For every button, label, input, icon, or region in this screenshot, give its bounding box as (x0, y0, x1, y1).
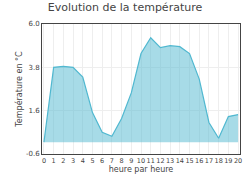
svg-text:1: 1 (52, 157, 56, 165)
svg-text:3: 3 (71, 157, 75, 165)
svg-text:6: 6 (100, 157, 104, 165)
svg-text:18: 18 (215, 157, 223, 165)
svg-text:13: 13 (166, 157, 174, 165)
svg-text:Evolution de la température: Evolution de la température (48, 1, 203, 14)
svg-text:12: 12 (156, 157, 164, 165)
svg-text:0: 0 (42, 157, 46, 165)
svg-text:2: 2 (61, 157, 65, 165)
svg-text:3.8: 3.8 (28, 64, 39, 72)
svg-text:17: 17 (205, 157, 213, 165)
svg-text:11: 11 (147, 157, 155, 165)
svg-text:4: 4 (81, 157, 85, 165)
svg-text:9: 9 (129, 157, 133, 165)
svg-text:6.0: 6.0 (28, 20, 39, 28)
svg-text:19: 19 (224, 157, 232, 165)
svg-text:-0.6: -0.6 (26, 150, 40, 158)
svg-text:15: 15 (185, 157, 193, 165)
svg-text:heure par heure: heure par heure (109, 165, 174, 174)
svg-text:16: 16 (195, 157, 203, 165)
svg-text:14: 14 (176, 157, 184, 165)
svg-text:20: 20 (234, 157, 242, 165)
svg-text:10: 10 (137, 157, 145, 165)
svg-text:7: 7 (110, 157, 114, 165)
svg-text:Température en °C: Température en °C (14, 51, 24, 128)
svg-text:1.6: 1.6 (28, 107, 40, 115)
svg-text:5: 5 (90, 157, 94, 165)
svg-text:8: 8 (120, 157, 124, 165)
